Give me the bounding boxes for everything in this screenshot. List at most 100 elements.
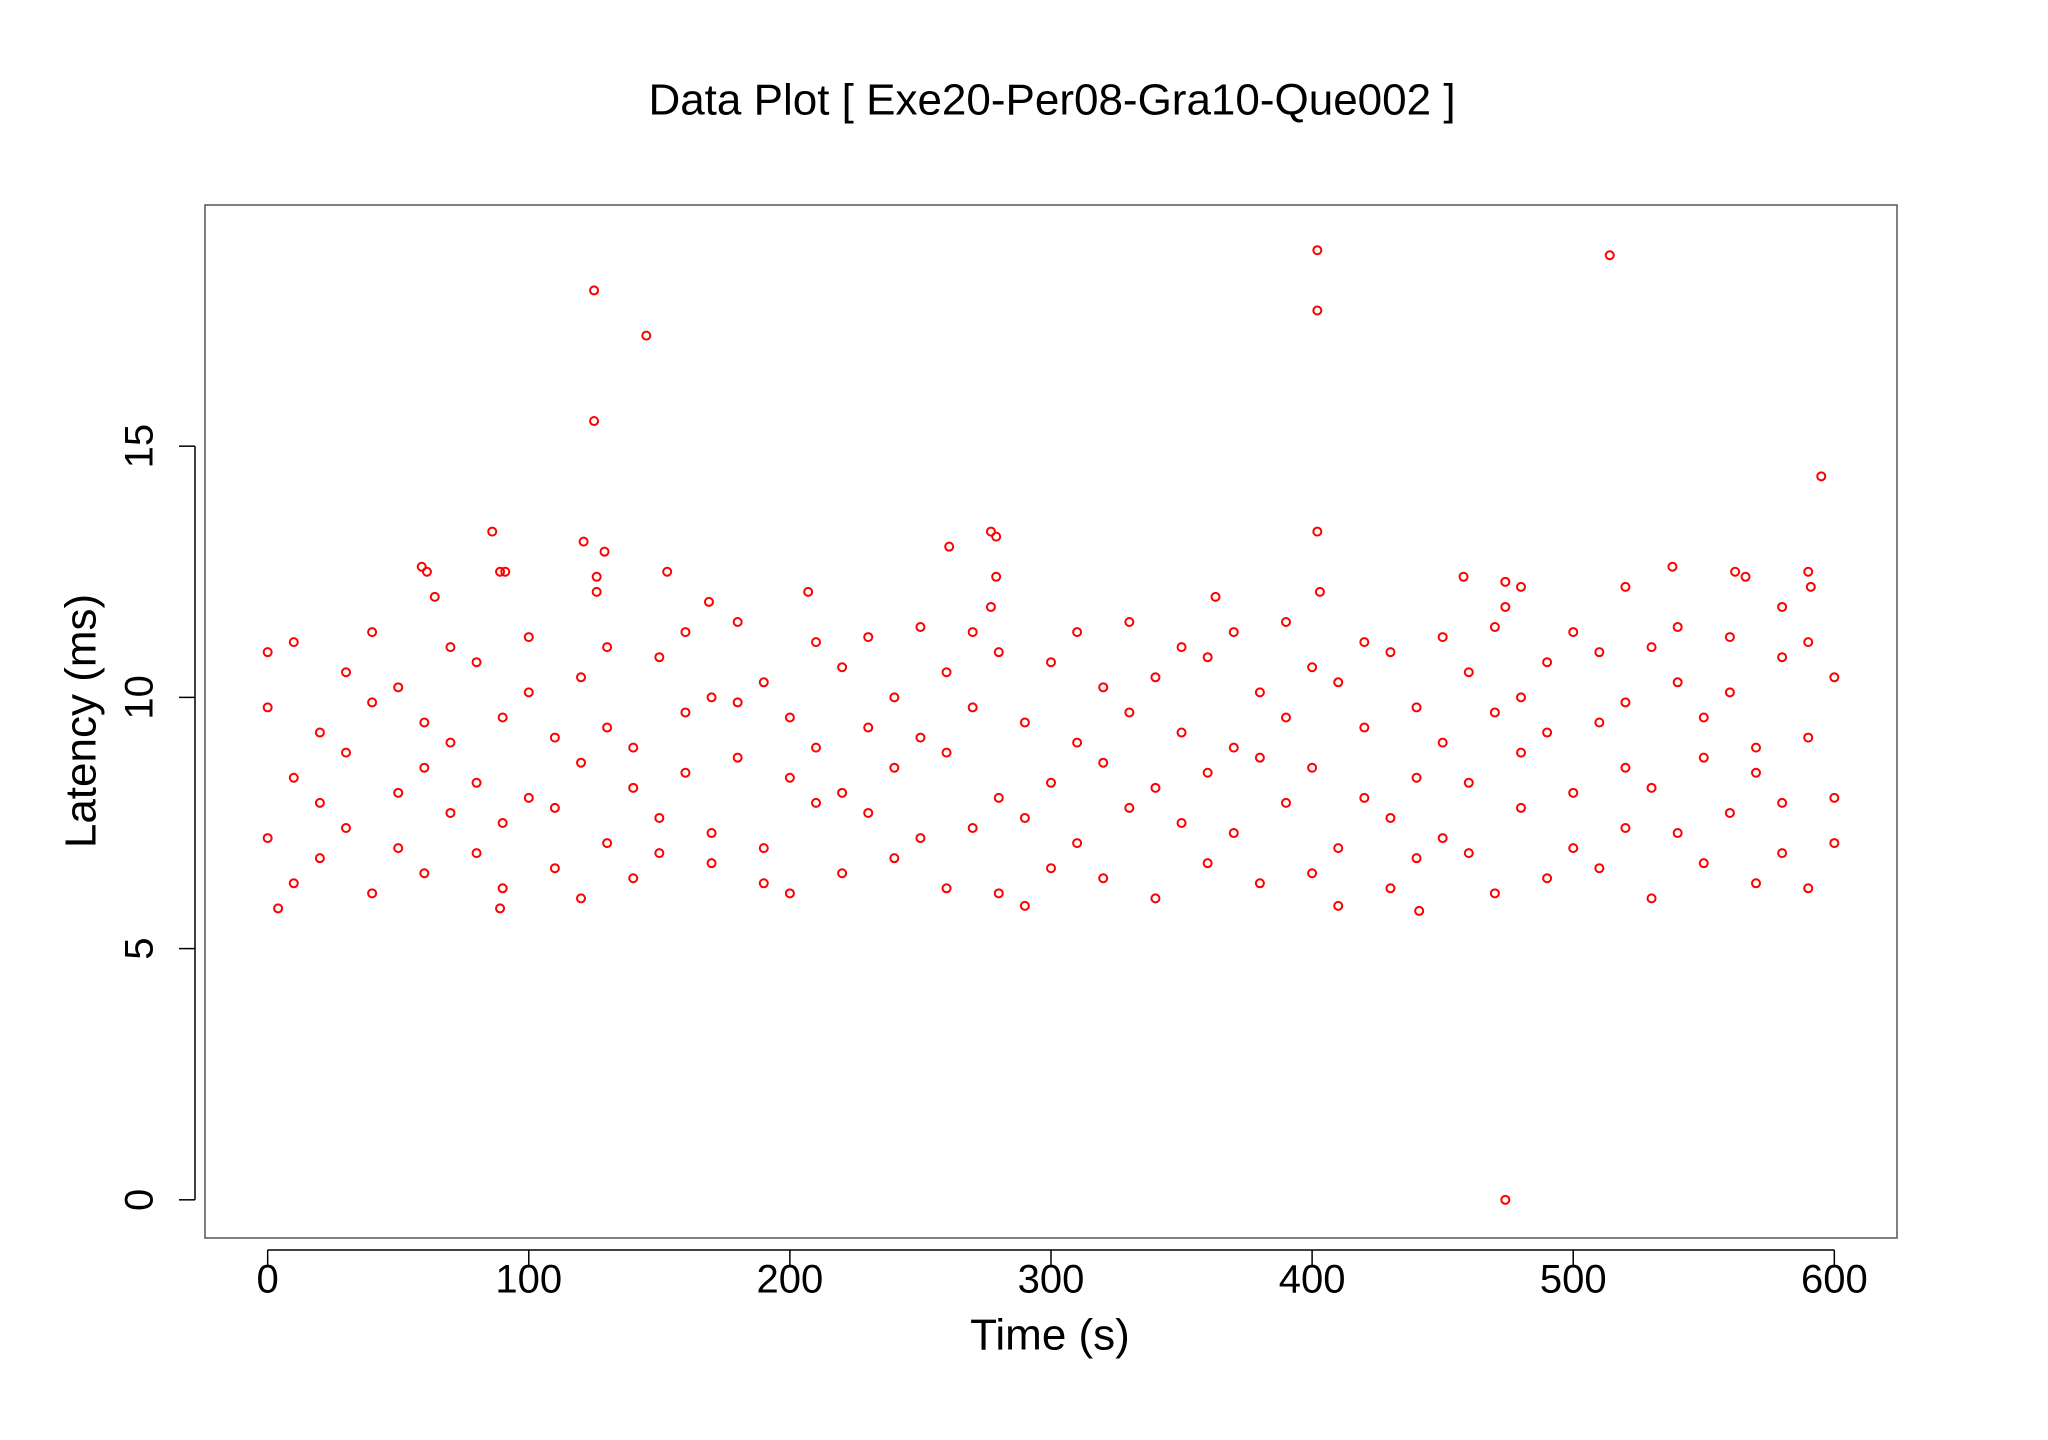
- point: [288, 878, 299, 889]
- point: [1646, 642, 1657, 653]
- point: [445, 642, 456, 653]
- point: [367, 697, 378, 708]
- point: [416, 561, 427, 572]
- point: [497, 712, 508, 723]
- point: [1019, 812, 1030, 823]
- point: [889, 692, 900, 703]
- point: [1333, 900, 1344, 911]
- point: [811, 797, 821, 808]
- point: [1516, 802, 1526, 813]
- point: [262, 702, 273, 713]
- point: [1751, 767, 1761, 778]
- point: [1124, 617, 1135, 628]
- point: [863, 632, 874, 643]
- point: [1620, 581, 1631, 592]
- point: [1098, 873, 1109, 884]
- point: [1072, 838, 1083, 849]
- point: [1777, 797, 1788, 808]
- point: [837, 868, 848, 879]
- point: [429, 591, 440, 602]
- point: [1516, 747, 1526, 758]
- point: [1542, 873, 1553, 884]
- point: [471, 777, 482, 788]
- point: [1620, 823, 1631, 834]
- point: [1333, 677, 1344, 688]
- point: [1150, 782, 1161, 793]
- point: [497, 817, 508, 828]
- point: [837, 787, 848, 798]
- point: [1046, 863, 1056, 874]
- point: [602, 642, 613, 653]
- point: [941, 883, 952, 894]
- point: [487, 526, 498, 537]
- point: [1254, 687, 1265, 698]
- y-tick-label: 0: [118, 1189, 162, 1211]
- point: [1803, 732, 1814, 743]
- point: [915, 833, 926, 844]
- point: [393, 843, 404, 854]
- point: [1312, 245, 1323, 256]
- point: [1385, 883, 1396, 894]
- point: [549, 732, 560, 743]
- point: [1046, 657, 1056, 668]
- point: [576, 672, 586, 683]
- point: [662, 566, 673, 577]
- point: [1594, 647, 1605, 658]
- x-tick-label: 200: [757, 1258, 824, 1302]
- point: [654, 652, 665, 663]
- point: [602, 838, 613, 849]
- point: [991, 571, 1002, 582]
- point: [314, 727, 325, 738]
- point: [314, 797, 325, 808]
- point: [1019, 900, 1030, 911]
- point: [1667, 561, 1678, 572]
- point: [591, 586, 602, 597]
- y-tick-label: 15: [118, 424, 162, 469]
- point: [288, 772, 299, 783]
- point: [803, 586, 814, 597]
- point: [1568, 627, 1579, 638]
- point: [1816, 471, 1827, 482]
- point: [967, 627, 978, 638]
- point: [1604, 250, 1615, 261]
- point: [941, 747, 952, 758]
- point: [1646, 782, 1657, 793]
- point: [628, 873, 639, 884]
- point: [591, 571, 602, 582]
- point: [1333, 843, 1344, 854]
- point: [1829, 838, 1840, 849]
- point: [1176, 727, 1187, 738]
- point: [341, 747, 351, 758]
- point: [1698, 752, 1709, 763]
- point: [1672, 677, 1683, 688]
- point: [497, 883, 508, 894]
- point: [1698, 712, 1709, 723]
- point: [985, 526, 996, 537]
- point: [811, 637, 821, 648]
- point: [732, 617, 743, 628]
- point: [1019, 717, 1030, 728]
- x-tick-label: 300: [1018, 1258, 1085, 1302]
- point: [993, 888, 1004, 899]
- point: [1777, 601, 1788, 612]
- point: [1724, 632, 1735, 643]
- point: [1414, 905, 1425, 916]
- point: [445, 807, 456, 818]
- point: [1098, 682, 1109, 693]
- point: [314, 853, 325, 864]
- point: [628, 742, 639, 753]
- point: [523, 687, 534, 698]
- point: [758, 878, 769, 889]
- point: [1307, 762, 1318, 773]
- point: [680, 707, 691, 718]
- point: [1202, 652, 1213, 663]
- y-tick-label: 10: [118, 675, 162, 720]
- point: [602, 722, 613, 733]
- point: [941, 667, 952, 678]
- point: [993, 647, 1004, 658]
- point: [1098, 757, 1109, 768]
- point: [1307, 868, 1318, 879]
